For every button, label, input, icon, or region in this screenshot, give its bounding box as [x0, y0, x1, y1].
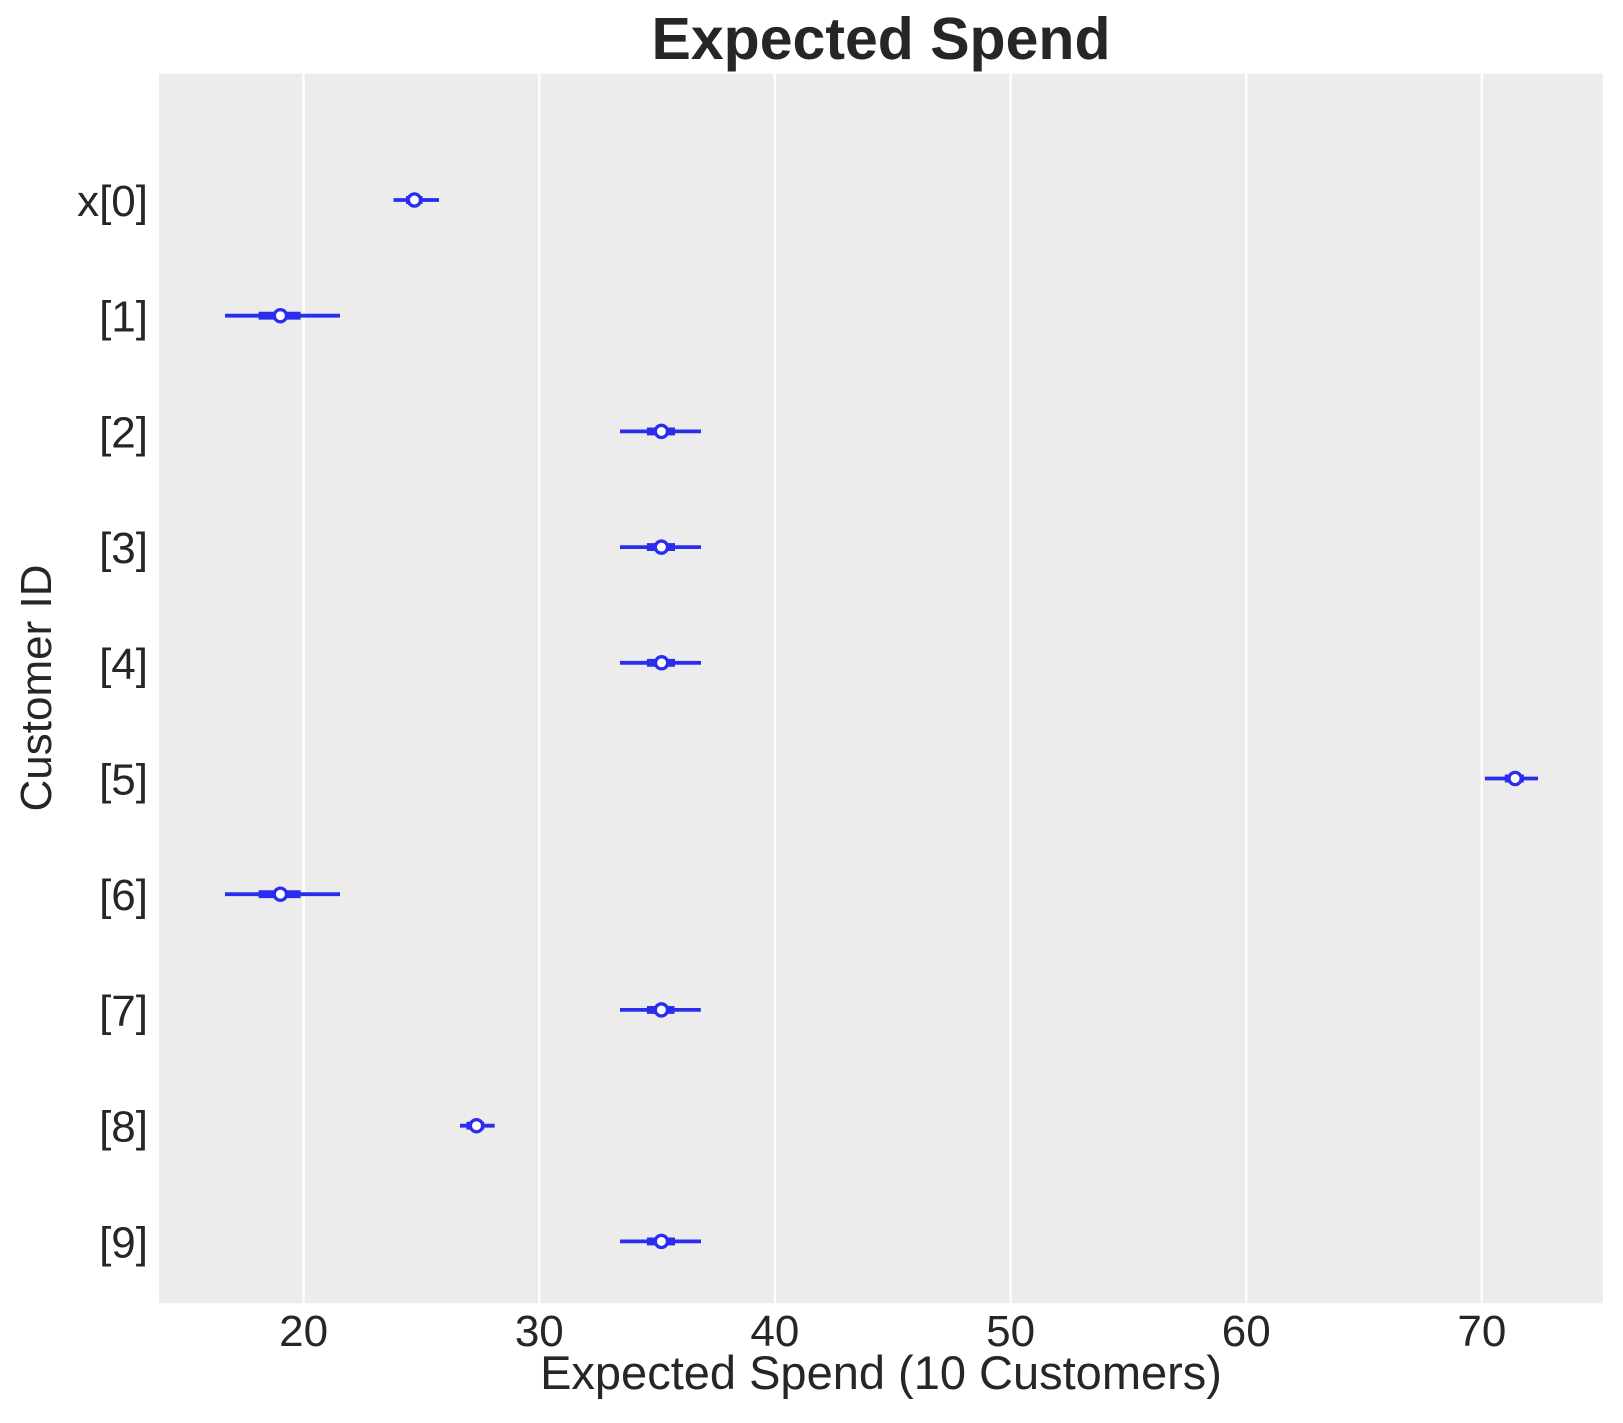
svg-text:[6]: [6]: [99, 871, 148, 920]
svg-text:[2]: [2]: [99, 408, 148, 457]
svg-text:[5]: [5]: [99, 756, 148, 805]
svg-text:70: 70: [1457, 1307, 1506, 1356]
svg-text:[4]: [4]: [99, 640, 148, 689]
svg-text:40: 40: [750, 1307, 799, 1356]
svg-text:[8]: [8]: [99, 1103, 148, 1152]
svg-text:[7]: [7]: [99, 987, 148, 1036]
svg-text:60: 60: [1222, 1307, 1271, 1356]
svg-text:Customer ID: Customer ID: [12, 565, 61, 812]
svg-text:Expected Spend (10 Customers): Expected Spend (10 Customers): [540, 1346, 1222, 1399]
svg-text:30: 30: [515, 1307, 564, 1356]
svg-text:20: 20: [279, 1307, 328, 1356]
svg-text:[3]: [3]: [99, 524, 148, 573]
svg-text:x[0]: x[0]: [77, 177, 148, 226]
svg-text:[9]: [9]: [99, 1218, 148, 1267]
svg-text:50: 50: [986, 1307, 1035, 1356]
svg-text:Expected Spend: Expected Spend: [651, 6, 1110, 72]
svg-text:[1]: [1]: [99, 293, 148, 342]
